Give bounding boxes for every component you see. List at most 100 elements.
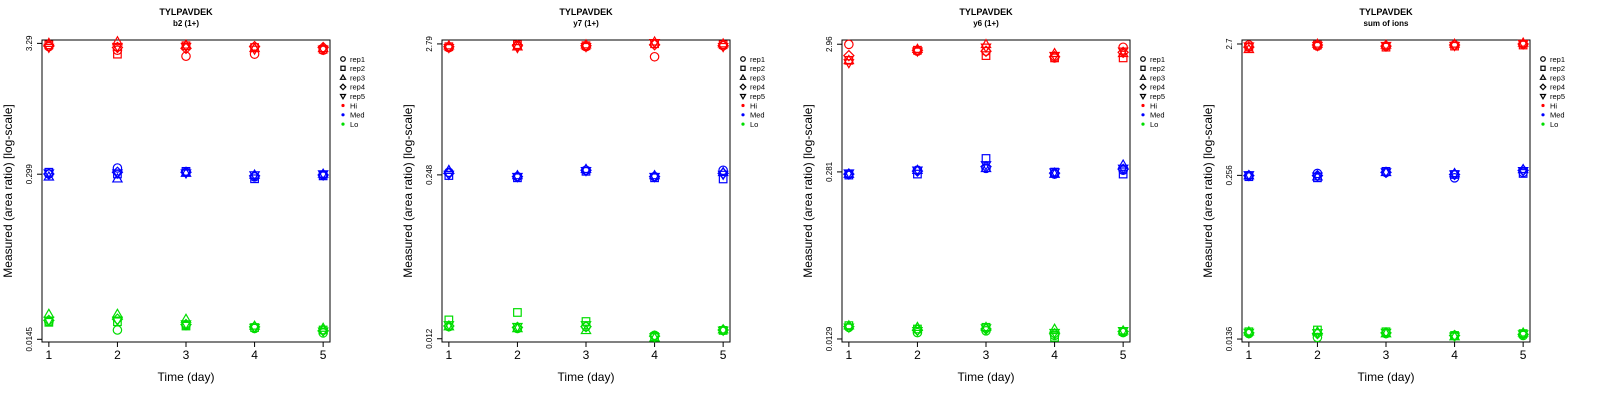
data-point-lo-rep3 [1048, 322, 1061, 333]
legend-entry: Lo [350, 120, 358, 129]
y-axis-label: Measured (area ratio) [log-scale] [401, 104, 415, 277]
data-point-hi-rep1 [249, 49, 260, 59]
data-point-med-rep3 [911, 164, 924, 174]
data-point-med-rep5 [248, 171, 261, 181]
data-point-lo-rep5 [43, 316, 55, 327]
x-tick-label: 5 [320, 348, 327, 362]
y-tick-label: 3.29 [25, 35, 34, 51]
chart-title: TYLPAVDEK [959, 7, 1013, 17]
data-point-hi-rep5 [911, 47, 924, 58]
legend-entry: Lo [1550, 120, 1558, 129]
x-tick-label: 2 [114, 348, 121, 362]
legend-entry: rep2 [350, 64, 365, 73]
data-point-lo-rep5 [317, 327, 329, 338]
legend-entry: Med [1150, 111, 1165, 120]
legend-entry: rep1 [750, 55, 765, 64]
data-point-med-rep3 [1517, 163, 1529, 174]
x-tick-label: 3 [1383, 348, 1390, 362]
data-point-med-rep2 [250, 174, 259, 184]
data-point-hi-rep3 [111, 35, 124, 46]
legend-entry: rep3 [1150, 73, 1165, 82]
x-tick-label: 1 [46, 348, 53, 362]
data-point-med-rep3 [180, 167, 192, 177]
legend-entry: rep3 [350, 73, 365, 82]
legend-entry: rep1 [350, 55, 365, 64]
legend-entry: Lo [1150, 120, 1158, 129]
y-tick-label: 0.281 [825, 161, 834, 182]
data-point-med-rep2 [1118, 169, 1128, 179]
legend-symbol [1139, 73, 1147, 80]
x-axis-label: Time (day) [158, 370, 215, 384]
data-point-med-rep5 [443, 170, 455, 181]
data-point-med-rep5 [717, 170, 729, 181]
data-point-hi-rep5 [648, 39, 661, 49]
data-point-lo-rep5 [648, 333, 661, 344]
data-point-hi-rep4 [842, 49, 855, 62]
legend-entry: Hi [350, 101, 357, 110]
legend-symbol [1139, 93, 1147, 101]
data-point-lo-rep2 [1050, 332, 1059, 342]
data-point-hi-rep5 [248, 45, 261, 56]
data-point-lo-rep5 [443, 321, 455, 331]
x-tick-label: 1 [846, 348, 853, 362]
y-tick-label: 2.96 [825, 36, 834, 52]
data-point-hi-rep5 [1517, 39, 1529, 50]
data-point-lo-rep2 [513, 308, 522, 317]
data-point-lo-rep3 [843, 319, 855, 330]
data-point-med-rep5 [180, 169, 192, 180]
legend-symbol [1540, 56, 1546, 62]
chart-title: TYLPAVDEK [559, 7, 613, 17]
data-point-hi-rep5 [443, 43, 455, 54]
data-point-med-rep3 [580, 163, 592, 174]
data-point-lo-rep3 [911, 321, 924, 332]
legend-symbol [339, 83, 347, 91]
data-point-med-rep3 [1380, 166, 1392, 177]
data-point-med-rep5 [1448, 170, 1461, 181]
data-point-med-rep1 [718, 165, 728, 176]
legend-entry: rep3 [1550, 73, 1565, 82]
legend-symbol [1541, 113, 1545, 117]
data-point-lo-rep5 [248, 323, 261, 334]
legend-symbol [1541, 103, 1545, 108]
legend-symbol [1539, 93, 1547, 101]
data-point-hi-rep5 [43, 43, 55, 54]
x-tick-label: 5 [1120, 348, 1127, 362]
data-point-hi-rep5 [580, 42, 592, 53]
legend-symbol [1539, 73, 1547, 80]
data-point-lo-rep5 [1117, 327, 1129, 337]
legend-entry: rep2 [1150, 64, 1165, 73]
x-tick-label: 2 [514, 348, 521, 362]
x-axis-label: Time (day) [558, 370, 615, 384]
y-tick-label: 0.256 [1225, 165, 1234, 186]
chart-panel-4: TYLPAVDEK sum of ions 1 2 3 4 5 Time (day) 0.013… [1201, 7, 1565, 384]
chart-subtitle: b2 (1+) [173, 19, 199, 28]
x-tick-label: 1 [1246, 348, 1253, 362]
data-point-lo-rep5 [580, 321, 592, 331]
x-tick-label: 5 [1520, 348, 1527, 362]
x-tick-label: 4 [1051, 348, 1058, 362]
legend-symbol [341, 103, 345, 108]
data-point-med-rep5 [43, 169, 55, 180]
legend-symbol [739, 83, 747, 91]
plot-area [841, 39, 1131, 343]
legend-entry: rep4 [1550, 83, 1565, 92]
legend-entry: Lo [750, 120, 758, 129]
x-tick-label: 1 [446, 348, 453, 362]
data-point-hi-rep4 [648, 38, 661, 51]
data-point-med-rep5 [980, 161, 992, 171]
data-point-hi-rep1 [649, 51, 660, 62]
x-tick-label: 5 [720, 348, 727, 362]
data-point-hi-rep4 [248, 40, 261, 53]
data-point-hi-rep5 [1311, 41, 1324, 52]
y-tick-label: 0.299 [25, 164, 34, 185]
data-point-hi-rep5 [1380, 41, 1392, 52]
data-point-med-rep3 [317, 167, 329, 178]
chart-panel-3: TYLPAVDEK y6 (1+) 1 2 3 4 5 Time (day) 0.0129 0.2… [801, 7, 1165, 384]
data-point-lo-rep5 [980, 324, 992, 335]
data-point-med-rep5 [1517, 167, 1529, 177]
legend-symbol [1141, 122, 1145, 126]
legend-entry: rep4 [750, 83, 765, 92]
